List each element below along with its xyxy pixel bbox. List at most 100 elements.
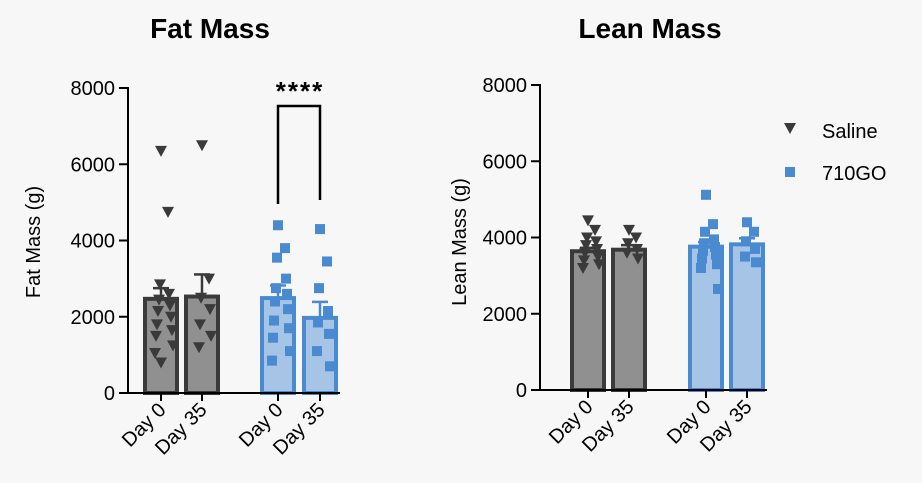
fat-mass-panel: Fat Mass Fat Mass (g) 02000400060008000 … xyxy=(23,13,340,459)
fat-mass-y-ticks: 0 2000 4000 6000 8000 xyxy=(71,78,128,405)
data-point xyxy=(195,292,207,304)
lean-mass-title: Lean Mass xyxy=(578,13,721,44)
data-point xyxy=(270,296,280,307)
legend-saline-label: Saline xyxy=(822,121,878,143)
data-point xyxy=(194,319,206,331)
data-point xyxy=(281,273,291,284)
data-point xyxy=(713,283,723,294)
data-point xyxy=(149,347,161,359)
fat-mass-ylabel: Fat Mass (g) xyxy=(23,186,45,298)
bar xyxy=(570,249,606,392)
y-tick-label: 0 xyxy=(516,380,527,402)
data-point xyxy=(193,342,205,354)
data-point xyxy=(630,232,642,244)
data-point xyxy=(623,224,635,236)
data-point xyxy=(269,315,279,326)
data-point xyxy=(698,245,708,256)
data-point xyxy=(150,330,162,342)
significance-bracket xyxy=(276,104,322,204)
data-point xyxy=(696,263,706,273)
data-point xyxy=(708,219,718,230)
lean-mass-points xyxy=(577,189,761,294)
data-point xyxy=(709,234,719,245)
data-point xyxy=(271,283,281,294)
data-point xyxy=(697,253,707,264)
data-point xyxy=(205,330,217,342)
data-point xyxy=(165,311,177,323)
fat-mass-bars xyxy=(143,273,338,396)
data-point xyxy=(154,279,166,291)
y-tick-label: 0 xyxy=(104,383,115,405)
data-point xyxy=(577,263,589,274)
legend-710go-label: 710GO xyxy=(822,163,886,185)
data-point xyxy=(591,243,603,255)
data-point xyxy=(155,357,167,369)
bar xyxy=(611,247,647,392)
data-point xyxy=(313,317,323,328)
data-point xyxy=(273,220,283,231)
data-point xyxy=(621,247,633,259)
data-point xyxy=(268,332,278,343)
data-point xyxy=(701,189,711,200)
data-point xyxy=(314,283,324,294)
data-point xyxy=(284,323,294,334)
lean-mass-y-ticks: 0 2000 4000 6000 8000 xyxy=(483,75,540,402)
lean-mass-bars xyxy=(570,237,765,392)
data-point xyxy=(153,294,165,306)
data-point xyxy=(593,259,605,271)
data-point xyxy=(622,238,634,250)
data-point xyxy=(742,217,752,228)
legend-saline-marker xyxy=(784,123,796,134)
data-point xyxy=(580,240,592,252)
data-point xyxy=(272,252,282,263)
data-point xyxy=(285,346,295,357)
data-point xyxy=(322,256,332,267)
data-point xyxy=(711,249,721,260)
significance-label: **** xyxy=(276,76,324,106)
data-point xyxy=(267,355,277,366)
data-point xyxy=(204,304,216,316)
data-point xyxy=(312,346,322,357)
data-point xyxy=(631,243,643,255)
y-tick-label: 8000 xyxy=(71,78,116,100)
y-tick-label: 8000 xyxy=(483,75,528,97)
data-point xyxy=(751,257,761,268)
data-point xyxy=(578,255,590,267)
data-point xyxy=(581,232,593,244)
data-point xyxy=(712,259,722,270)
data-point xyxy=(315,224,325,235)
data-point xyxy=(750,243,760,254)
data-point xyxy=(155,145,167,157)
y-tick-label: 6000 xyxy=(483,151,528,173)
lean-mass-ylabel: Lean Mass (g) xyxy=(449,178,471,306)
data-point xyxy=(283,304,293,315)
y-tick-label: 6000 xyxy=(71,154,116,176)
y-tick-label: 4000 xyxy=(71,231,116,253)
data-point xyxy=(196,140,208,152)
data-point xyxy=(282,288,292,299)
y-tick-label: 2000 xyxy=(71,307,116,329)
data-point xyxy=(167,340,179,352)
data-point xyxy=(710,242,720,253)
data-point xyxy=(749,226,759,237)
data-point xyxy=(592,251,604,263)
lean-mass-axes xyxy=(539,84,767,391)
data-point xyxy=(740,251,750,262)
data-point xyxy=(166,325,178,337)
data-point xyxy=(582,215,594,227)
data-point xyxy=(163,288,175,300)
fat-mass-points xyxy=(149,140,335,372)
fat-mass-significance: **** xyxy=(276,76,324,204)
data-point xyxy=(579,247,591,259)
fat-mass-title: Fat Mass xyxy=(150,13,270,44)
y-tick-label: 4000 xyxy=(483,228,528,250)
data-point xyxy=(151,319,163,331)
data-point xyxy=(590,236,602,248)
fat-mass-axes xyxy=(127,87,340,394)
data-point xyxy=(203,273,215,285)
lean-mass-panel: Lean Mass Lean Mass (g) 0 2000 4000 6000 800… xyxy=(449,13,767,456)
y-tick-label: 2000 xyxy=(483,304,528,326)
